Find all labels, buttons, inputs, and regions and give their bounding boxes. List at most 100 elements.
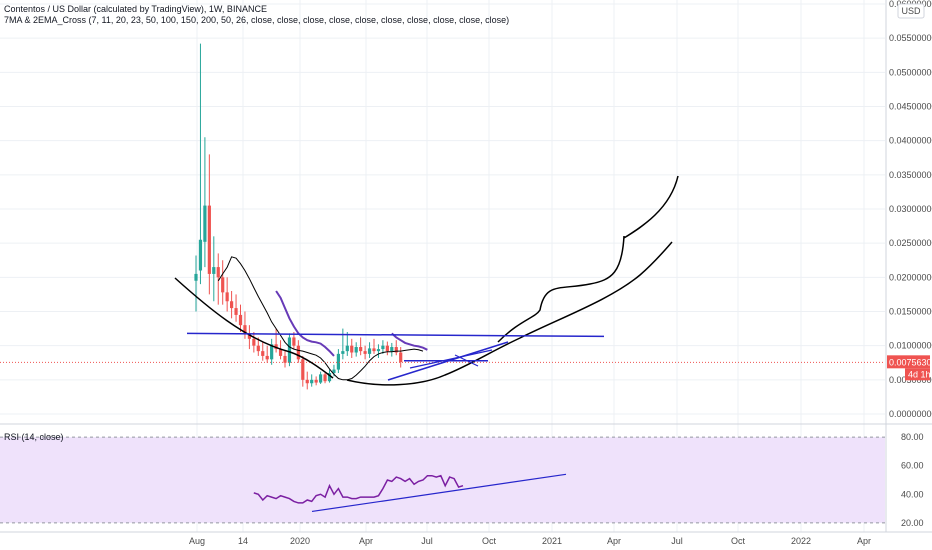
- candle-body: [341, 351, 345, 354]
- time-tick-label: Apr: [857, 536, 871, 546]
- candle-body: [385, 345, 389, 352]
- last-price-label: 0.00756309: [889, 357, 932, 367]
- candle-body: [350, 345, 354, 353]
- trendline-lower: [387, 341, 509, 381]
- candle-body: [390, 347, 394, 352]
- time-tick-label: Oct: [482, 536, 497, 546]
- time-tick-label: Aug: [189, 536, 205, 546]
- candle-body: [234, 308, 238, 315]
- currency-badge[interactable]: [897, 3, 925, 19]
- candle-body: [261, 351, 265, 356]
- candle-body: [310, 379, 314, 384]
- time-tick-label: 2021: [542, 536, 562, 546]
- trendline-wedge: [454, 354, 479, 367]
- candle-body: [394, 347, 398, 353]
- time-tick-label: Jul: [421, 536, 433, 546]
- cup-left-curve: [174, 277, 334, 379]
- time-tick-label: 2020: [290, 536, 310, 546]
- candle-body: [283, 355, 287, 363]
- price-tick-label: 0.03500000: [889, 170, 932, 180]
- candle-body: [203, 205, 207, 242]
- candle-body: [216, 267, 220, 278]
- candle-body: [270, 344, 274, 360]
- rsi-tick-label: 20.00: [901, 518, 924, 528]
- candle-body: [256, 345, 260, 352]
- price-tick-label: 0.01500000: [889, 307, 932, 317]
- candle-body: [230, 301, 234, 309]
- candle-body: [323, 374, 327, 382]
- candle-body: [314, 379, 318, 383]
- candle-body: [354, 347, 358, 353]
- time-tick-label: Apr: [607, 536, 621, 546]
- price-tick-label: 0.04500000: [889, 102, 932, 112]
- candle-body: [372, 348, 376, 352]
- rsi-tick-label: 80.00: [901, 432, 924, 442]
- currency-label: USD: [901, 6, 921, 16]
- candle-body: [376, 349, 381, 352]
- rsi-trendline: [311, 473, 567, 513]
- time-tick-label: Oct: [731, 536, 746, 546]
- ma-line: [217, 256, 424, 381]
- price-tick-label: 0.03000000: [889, 204, 932, 214]
- legend-title: Contentos / US Dollar (calculated by Tra…: [4, 4, 267, 14]
- candle-body: [381, 345, 385, 350]
- time-tick-label: Jul: [671, 536, 683, 546]
- candle-body: [238, 314, 243, 326]
- rsi-legend: RSI (14, close): [4, 432, 64, 442]
- candle-body: [332, 369, 336, 373]
- candle-body: [278, 349, 283, 356]
- price-tick-label: 0.05500000: [889, 33, 932, 43]
- candle-body: [319, 374, 323, 383]
- legend-indicator: 7MA & 2EMA_Cross (7, 11, 20, 23, 50, 100…: [4, 15, 509, 25]
- candle-body: [212, 267, 216, 274]
- price-tick-label: 0.02500000: [889, 238, 932, 248]
- candle-body: [305, 379, 309, 384]
- candle-body: [221, 277, 225, 293]
- candle-body: [247, 333, 251, 339]
- candle-body: [265, 355, 269, 360]
- candle-body: [327, 373, 332, 382]
- candle-body: [225, 292, 229, 302]
- ema-line: [275, 290, 428, 357]
- countdown-tag: [905, 368, 930, 381]
- countdown-label: 4d 1h: [908, 369, 931, 379]
- candle-body: [274, 344, 278, 350]
- price-tick-label: 0.02000000: [889, 272, 932, 282]
- time-tick-label: Apr: [359, 536, 373, 546]
- candle-body: [287, 337, 292, 363]
- candle-body: [252, 338, 256, 346]
- price-tick-label: 0.04000000: [889, 136, 932, 146]
- candle-body: [194, 273, 198, 281]
- candle-body: [367, 348, 372, 354]
- price-tick-label: 0.05000000: [889, 67, 932, 77]
- candle-body: [207, 205, 211, 274]
- time-tick-label: 14: [238, 536, 248, 546]
- candle-body: [198, 239, 203, 271]
- last-price-tag: [887, 355, 930, 369]
- price-tick-label: 0.00000000: [889, 409, 932, 419]
- projection-curve: [497, 175, 679, 343]
- resistance-line: [186, 332, 605, 338]
- candle-body: [301, 359, 305, 380]
- candle-body: [345, 345, 349, 352]
- rsi-tick-label: 40.00: [901, 489, 924, 499]
- candle-body: [296, 345, 300, 360]
- candle-body: [243, 325, 247, 334]
- rsi-tick-label: 60.00: [901, 461, 924, 471]
- time-tick-label: 2022: [791, 536, 811, 546]
- indicator-lines: [0, 256, 885, 381]
- price-tick-label: 0.01000000: [889, 341, 932, 351]
- candle-body: [363, 351, 367, 354]
- candle-body: [399, 352, 403, 363]
- trendline-upper: [409, 349, 493, 369]
- cup-right-curve: [346, 241, 673, 386]
- candle-body: [359, 347, 363, 352]
- rsi-pane: [253, 473, 567, 513]
- rsi-line: [253, 474, 464, 504]
- drawings[interactable]: [174, 175, 679, 386]
- candles[interactable]: [194, 43, 403, 390]
- candle-body: [292, 337, 296, 346]
